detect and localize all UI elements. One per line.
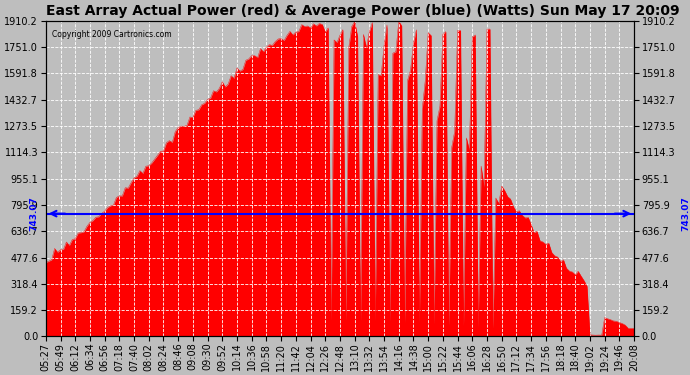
Text: 743.07: 743.07 bbox=[681, 196, 690, 231]
Text: Copyright 2009 Cartronics.com: Copyright 2009 Cartronics.com bbox=[52, 30, 171, 39]
Text: East Array Actual Power (red) & Average Power (blue) (Watts) Sun May 17 20:09: East Array Actual Power (red) & Average … bbox=[46, 4, 680, 18]
Text: 743.07: 743.07 bbox=[30, 196, 39, 231]
